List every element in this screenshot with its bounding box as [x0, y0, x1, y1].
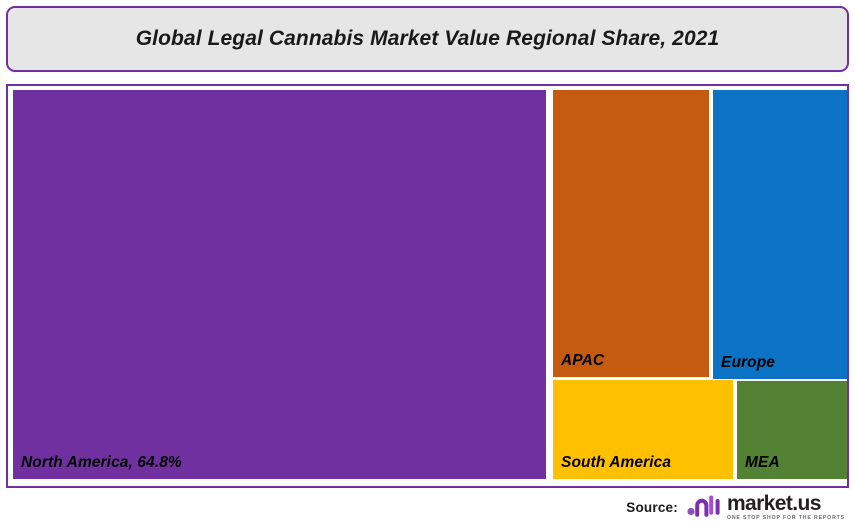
treemap-tile-apac[interactable]: APAC	[553, 90, 709, 377]
treemap-tile-label: South America	[561, 454, 672, 471]
source-label: Source:	[626, 499, 678, 515]
treemap-tile-north-america[interactable]: North America, 64.8%	[13, 90, 546, 479]
logo-tagline: ONE STOP SHOP FOR THE REPORTS	[726, 514, 845, 521]
treemap-chart: North America, 64.8% APAC Europe South A…	[8, 86, 847, 486]
treemap-tile-label: Europe	[721, 354, 775, 371]
page-title: Global Legal Cannabis Market Value Regio…	[135, 27, 720, 50]
market-us-logo-icon	[687, 493, 721, 522]
chart-title-box: Global Legal Cannabis Market Value Regio…	[6, 6, 849, 72]
treemap-tile-mea[interactable]: MEA	[737, 381, 847, 479]
treemap-tile-label: North America, 64.8%	[21, 454, 182, 471]
chart-frame: North America, 64.8% APAC Europe South A…	[6, 84, 849, 488]
logo-word: market.us	[726, 491, 821, 515]
treemap-tile-south-america[interactable]: South America	[553, 380, 733, 479]
treemap-tile-europe[interactable]: Europe	[713, 90, 847, 379]
market-us-logo[interactable]: market.us ONE STOP SHOP FOR THE REPORTS	[687, 493, 845, 522]
market-us-wordmark: market.us ONE STOP SHOP FOR THE REPORTS	[727, 493, 845, 521]
treemap-tile-label: APAC	[561, 352, 605, 369]
source-row: Source: market.us ONE STOP SHOP FOR THE …	[626, 492, 845, 522]
treemap-tile-label: MEA	[745, 454, 780, 471]
